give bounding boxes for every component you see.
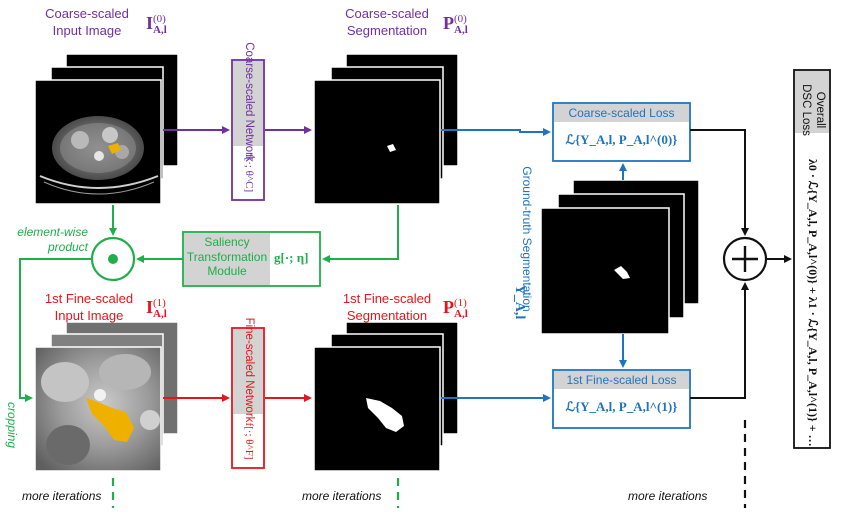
saliency-line1: Saliency: [204, 235, 250, 249]
coarse-seg-label-line1: Coarse-scaled: [345, 6, 429, 21]
more-iterations-3: more iterations: [628, 489, 708, 503]
coarse-seg-label: Coarse-scaled Segmentation: [332, 7, 442, 37]
saliency-func: g[·; η]: [274, 250, 309, 265]
element-wise-line1: element-wise: [17, 225, 88, 239]
saliency-line2: Transformation: [186, 249, 268, 264]
coarse-image-sup: (0): [153, 13, 166, 25]
fine-image-sup: (1): [153, 297, 166, 309]
overall-loss-formula: λ0 · ℒ{Y_A,l, P_A,l^(0)} + λ1 · ℒ{Y_A,l,…: [806, 159, 820, 447]
fine-image-label-line1: 1st Fine-scaled: [44, 291, 134, 306]
fine-image-label: 1st Fine-scaled Input Image: [32, 292, 146, 322]
element-wise-line2: product: [47, 239, 88, 254]
coarse-seg-label-line2: Segmentation: [346, 22, 428, 38]
more-iterations-1: more iterations: [22, 489, 102, 503]
fine-seg-label: 1st Fine-scaled Segmentation: [330, 292, 444, 322]
ground-truth-stack: [540, 179, 700, 335]
coarse-network-box: [231, 59, 265, 201]
saliency-module-box: [182, 231, 321, 287]
fine-image-label-line2: Input Image: [54, 307, 124, 323]
coarse-image-label: Coarse-scaled Input Image: [32, 7, 142, 37]
cropping-label: cropping: [5, 401, 19, 449]
coarse-image-symbol-letter: I: [146, 13, 154, 34]
coarse-image-label-line2: Input Image: [52, 22, 122, 38]
saliency-label: Saliency Transformation Module: [184, 236, 270, 278]
coarse-image-sub: A,l: [153, 24, 167, 36]
coarse-image-label-line1: Coarse-scaled: [45, 6, 129, 21]
ground-truth-symbol: Y_A,l: [512, 284, 527, 320]
coarse-loss-box: [552, 102, 691, 162]
coarse-network-func: f[·; θ^C]: [243, 153, 255, 193]
coarse-seg-symbol: P (0) A,l: [443, 14, 468, 36]
fine-loss-title: 1st Fine-scaled Loss: [566, 373, 677, 387]
fine-input-image-stack: [34, 321, 179, 472]
coarse-segmentation-stack: [313, 53, 459, 205]
coarse-loss-formula: ℒ{Y_A,l, P_A,l^(0)}: [565, 132, 678, 147]
coarse-image-symbol: I (0) A,l: [146, 14, 167, 36]
fine-seg-label-line1: 1st Fine-scaled: [342, 291, 432, 306]
fine-seg-sup: (1): [454, 297, 467, 309]
saliency-line3: Module: [207, 264, 247, 279]
element-wise-product-node: [90, 236, 136, 282]
coarse-seg-symbol-letter: P: [443, 13, 454, 34]
fine-loss-box: [552, 369, 691, 429]
coarse-seg-sup: (0): [454, 13, 467, 25]
overall-loss-title: Overall DSC Loss: [800, 84, 826, 136]
fine-image-sub: A,l: [153, 308, 167, 320]
overall-loss-box: [793, 69, 831, 449]
fine-image-symbol: I (1) A,l: [146, 298, 167, 320]
fine-segmentation-stack: [313, 321, 459, 472]
coarse-loss-title: Coarse-scaled Loss: [568, 106, 675, 120]
fine-seg-symbol-letter: P: [443, 297, 454, 318]
fine-image-symbol-letter: I: [146, 297, 154, 318]
flow-arrows: [19, 126, 792, 508]
coarse-input-image-stack: [34, 53, 179, 205]
fine-network-box: [231, 327, 265, 469]
fine-loss-formula: ℒ{Y_A,l, P_A,l^(1)}: [565, 399, 678, 414]
fine-seg-sub: A,l: [454, 308, 468, 320]
coarse-seg-sub: A,l: [454, 24, 468, 36]
fine-network-func: f[·; θ^F]: [243, 422, 255, 460]
element-wise-label: element-wise product: [14, 226, 88, 253]
more-iterations-2: more iterations: [302, 489, 382, 503]
fine-seg-symbol: P (1) A,l: [443, 298, 468, 320]
sum-node: [722, 236, 768, 282]
fine-seg-label-line2: Segmentation: [346, 307, 428, 323]
